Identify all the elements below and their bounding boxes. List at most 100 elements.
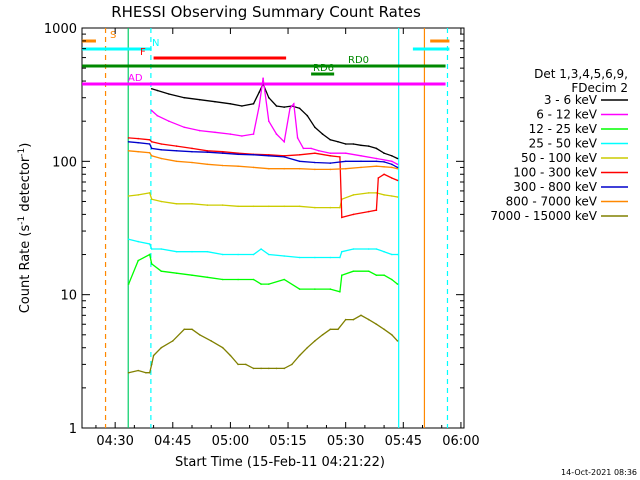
data-point (391, 177, 393, 179)
data-point (337, 328, 339, 331)
data-point (344, 167, 347, 170)
x-axis-ticks: 04:30 04:45 05:00 05:15 05:30 05:45 06:00 (95, 28, 480, 449)
y-axis-label-exp-1: -1 (17, 216, 27, 225)
data-point (344, 143, 347, 145)
data-point (341, 216, 343, 219)
generation-timestamp: 14-Oct-2021 08:36 (561, 468, 637, 477)
indicator-rd0-label: RD0 (348, 55, 369, 66)
data-point (175, 150, 178, 152)
y-tick-label: 100 (52, 155, 77, 170)
data-point (160, 200, 163, 203)
series-25-50-kev (127, 238, 399, 259)
data-point (396, 253, 399, 256)
data-point (367, 318, 370, 321)
data-point (258, 105, 261, 107)
data-point (377, 177, 380, 179)
data-point (127, 283, 130, 285)
status-indicator-bars: S NF RD0 RD6 AD (82, 30, 450, 86)
data-point (168, 93, 170, 95)
chart-title: RHESSI Observing Summary Count Rates (111, 3, 421, 21)
series-100-300-kev (127, 137, 399, 219)
data-point (314, 256, 316, 259)
data-point (329, 206, 332, 209)
data-point (339, 291, 341, 293)
data-point (206, 250, 209, 253)
data-point (383, 173, 385, 176)
data-point (352, 194, 355, 196)
data-point (396, 283, 399, 285)
data-point (152, 354, 155, 357)
instrument-state-markers (104, 28, 449, 428)
data-point (296, 137, 299, 139)
data-point (383, 161, 385, 163)
legend-label: 6 - 12 keV (536, 108, 598, 122)
data-point (391, 163, 393, 166)
data-point (367, 248, 370, 250)
data-point (221, 204, 224, 206)
y-tick-label: 10 (60, 289, 77, 304)
y-axis-ticks: 1 10 100 1000 (44, 22, 464, 437)
data-point (258, 91, 261, 93)
x-tick-label: 05:15 (269, 434, 306, 449)
data-point (214, 100, 216, 103)
series-line-25-50-kev (128, 238, 398, 259)
data-point (268, 283, 270, 285)
data-point (150, 248, 153, 250)
data-point (306, 114, 309, 117)
data-point (298, 205, 301, 208)
data-point (360, 155, 362, 157)
series-6-12-kev (150, 77, 399, 166)
data-point (150, 141, 153, 143)
data-point (360, 160, 362, 163)
data-point (127, 141, 130, 143)
data-point (375, 209, 378, 211)
legend-label: 3 - 6 keV (544, 93, 598, 107)
data-point (252, 166, 255, 169)
data-point (191, 203, 193, 205)
data-point (206, 150, 209, 152)
data-point (245, 363, 247, 366)
data-point (183, 126, 186, 129)
data-point (318, 150, 320, 152)
data-point (221, 164, 224, 167)
data-point (150, 198, 153, 200)
data-point (260, 367, 262, 370)
data-point (214, 131, 216, 134)
data-point (150, 155, 153, 157)
data-point (252, 205, 255, 208)
data-point (302, 147, 305, 150)
data-point (360, 144, 362, 147)
data-point (191, 250, 193, 253)
data-point (283, 367, 286, 370)
data-point (148, 253, 151, 256)
data-point (191, 161, 193, 164)
series-300-800-kev (127, 141, 399, 169)
data-point (148, 371, 151, 374)
data-point (341, 274, 343, 277)
data-point (252, 253, 255, 256)
data-point (221, 346, 224, 349)
x-tick-label: 05:00 (212, 434, 249, 449)
indicator-s-label: S (110, 30, 116, 41)
data-point (175, 145, 178, 147)
data-point (229, 103, 232, 105)
data-point (229, 354, 232, 357)
data-point (127, 195, 130, 197)
data-point (137, 150, 139, 153)
data-point (160, 346, 163, 349)
data-point (252, 133, 255, 135)
data-point (298, 256, 301, 259)
data-point (298, 288, 301, 290)
data-point (298, 354, 301, 357)
series-line-6-12-kev (151, 78, 398, 165)
data-point (221, 152, 224, 154)
data-point (268, 167, 270, 170)
data-point (175, 272, 178, 275)
data-point (148, 243, 151, 245)
data-point (352, 248, 355, 250)
legend-label: 12 - 25 keV (529, 122, 598, 136)
data-point (396, 157, 399, 160)
data-point (314, 206, 316, 209)
data-point (268, 120, 270, 122)
